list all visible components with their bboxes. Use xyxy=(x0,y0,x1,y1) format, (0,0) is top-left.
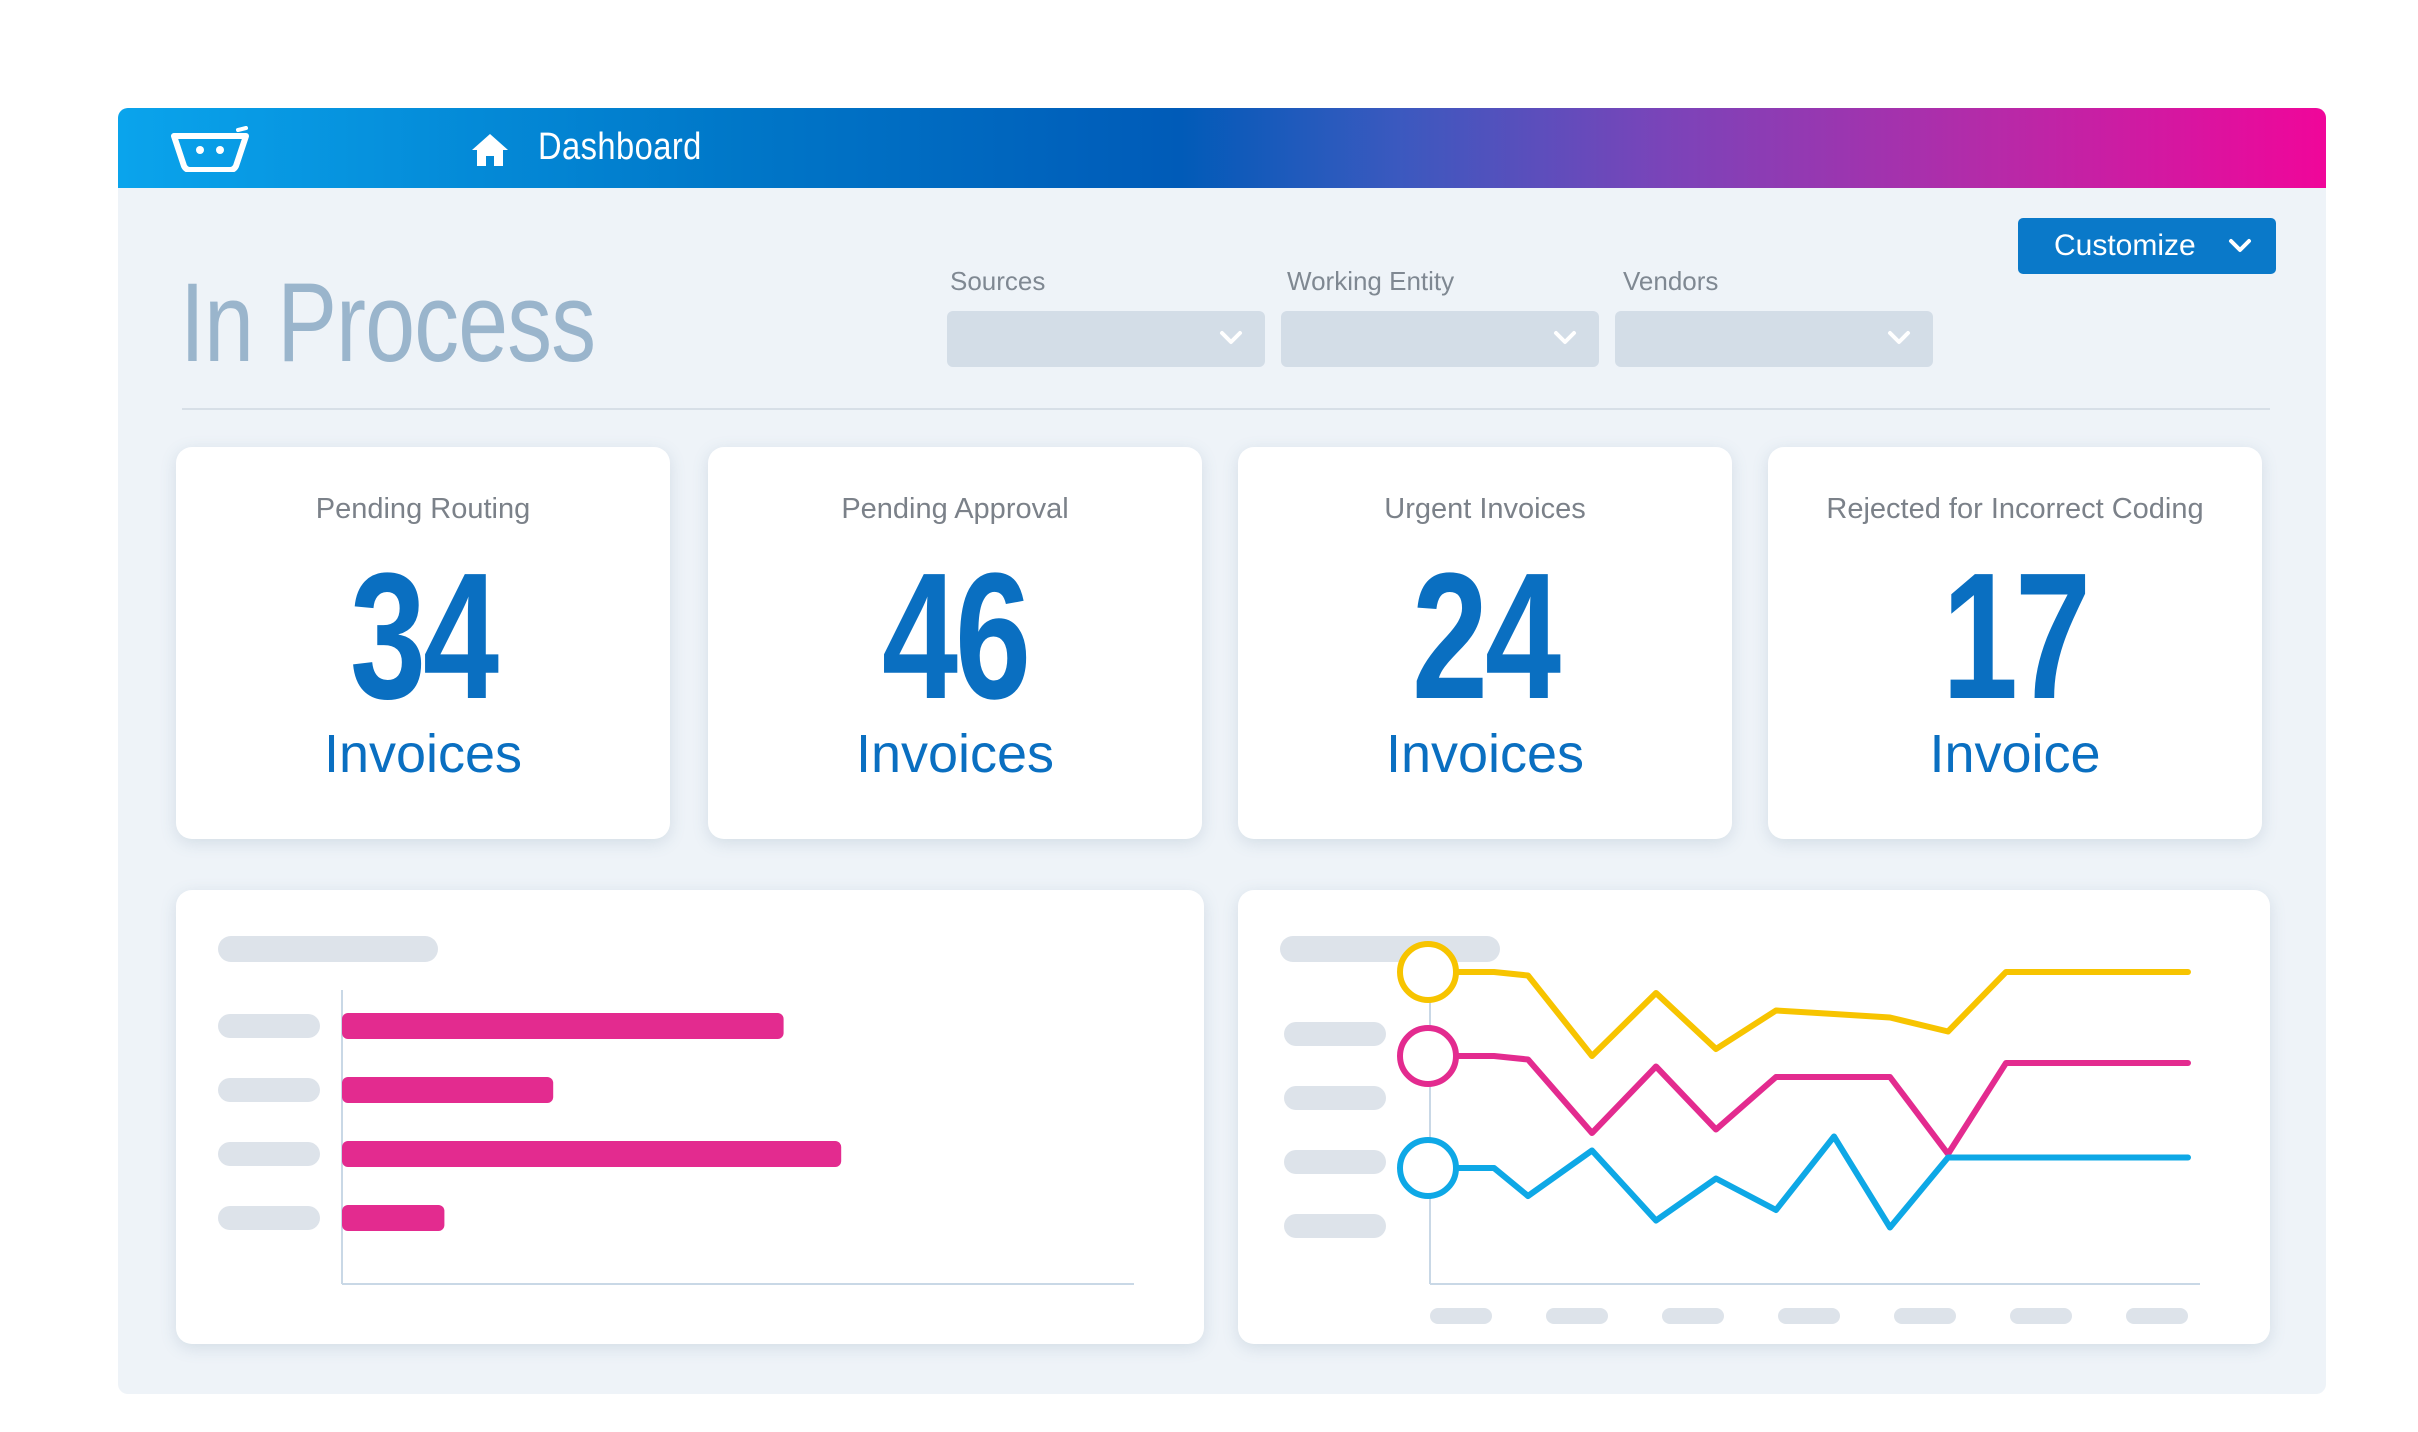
kpi-card-pending-approval[interactable]: Pending Approval 46 Invoices xyxy=(708,447,1202,839)
category-label-placeholder xyxy=(218,1142,320,1166)
filter-label-sources: Sources xyxy=(950,266,1046,296)
series-start-marker xyxy=(1397,941,1459,1003)
x-tick-placeholder xyxy=(2126,1308,2188,1324)
page-title: In Process xyxy=(180,260,596,385)
x-tick-placeholder xyxy=(1546,1308,1608,1324)
series-line xyxy=(1427,1053,2191,1157)
kpi-card-pending-routing[interactable]: Pending Routing 34 Invoices xyxy=(176,447,670,839)
top-bar: Dashboard xyxy=(118,108,2326,188)
kpi-label: Pending Routing xyxy=(315,493,531,525)
chart-title-placeholder xyxy=(218,936,438,962)
customize-label: Customize xyxy=(2054,229,2196,262)
series-start-marker xyxy=(1397,1137,1459,1199)
x-tick-placeholder xyxy=(1662,1308,1724,1324)
bar-chart-card xyxy=(176,890,1204,1344)
series-start-marker xyxy=(1397,1025,1459,1087)
breadcrumb-dashboard[interactable]: Dashboard xyxy=(538,126,702,168)
legend-label-placeholder xyxy=(1284,1150,1386,1174)
kpi-unit: Invoice xyxy=(1929,724,2101,784)
filter-label-vendors: Vendors xyxy=(1623,266,1719,296)
bar-chart xyxy=(218,936,1134,1285)
kpi-label: Urgent Invoices xyxy=(1384,493,1586,525)
x-tick-placeholder xyxy=(1894,1308,1956,1324)
category-label-placeholder xyxy=(218,1014,320,1038)
series-line xyxy=(1427,1133,2191,1231)
header-divider xyxy=(182,408,2270,410)
x-tick-placeholder xyxy=(1430,1308,1492,1324)
legend-label-placeholder xyxy=(1284,1086,1386,1110)
category-label-placeholder xyxy=(218,1078,320,1102)
kpi-unit: Invoices xyxy=(855,724,1055,784)
bar xyxy=(342,1077,554,1103)
sources-select[interactable] xyxy=(947,311,1265,367)
app-window: Dashboard In Process Sources Working Ent… xyxy=(118,108,2326,1394)
basket-logo-icon[interactable] xyxy=(170,126,250,172)
kpi-value: 17 xyxy=(1941,536,2091,737)
bar xyxy=(342,1141,842,1167)
line-chart xyxy=(1280,936,2200,1324)
kpi-unit: Invoices xyxy=(323,724,523,784)
bar xyxy=(342,1205,445,1231)
line-chart-card xyxy=(1238,890,2270,1344)
legend-label-placeholder xyxy=(1284,1022,1386,1046)
kpi-card-rejected-coding[interactable]: Rejected for Incorrect Coding 17 Invoice xyxy=(1768,447,2262,839)
series-line xyxy=(1427,969,2191,1059)
home-icon[interactable] xyxy=(470,132,510,168)
working-entity-select[interactable] xyxy=(1281,311,1599,367)
kpi-unit: Invoices xyxy=(1385,724,1585,784)
chevron-down-icon xyxy=(1220,331,1242,344)
kpi-value: 34 xyxy=(349,536,499,737)
chevron-down-icon xyxy=(1888,331,1910,344)
kpi-card-urgent-invoices[interactable]: Urgent Invoices 24 Invoices xyxy=(1238,447,1732,839)
customize-button[interactable]: Customize xyxy=(2018,218,2276,274)
kpi-label: Pending Approval xyxy=(841,493,1069,525)
x-tick-placeholder xyxy=(1778,1308,1840,1324)
bar xyxy=(342,1013,784,1039)
category-label-placeholder xyxy=(218,1206,320,1230)
legend-label-placeholder xyxy=(1284,1214,1386,1238)
chevron-down-icon xyxy=(2229,239,2251,252)
kpi-label: Rejected for Incorrect Coding xyxy=(1826,493,2204,525)
chevron-down-icon xyxy=(1554,331,1576,344)
filter-label-working-entity: Working Entity xyxy=(1287,266,1455,296)
kpi-value: 46 xyxy=(881,536,1031,737)
vendors-select[interactable] xyxy=(1615,311,1933,367)
kpi-value: 24 xyxy=(1411,536,1561,737)
chart-title-placeholder xyxy=(1280,936,1500,962)
x-tick-placeholder xyxy=(2010,1308,2072,1324)
